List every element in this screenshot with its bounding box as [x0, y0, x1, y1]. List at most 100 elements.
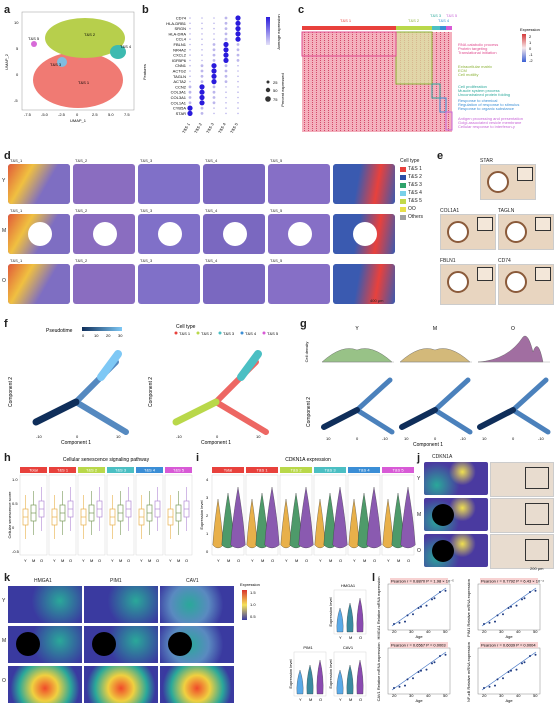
- inset-box: [525, 539, 549, 561]
- x-tick: 50: [443, 693, 448, 698]
- dot: [237, 70, 239, 72]
- svg-text:-10: -10: [176, 434, 183, 439]
- expr-signal: [424, 462, 488, 495]
- tissue-section: [73, 264, 135, 304]
- dot: [189, 17, 191, 19]
- svg-text:-10: -10: [36, 434, 43, 439]
- inset: [535, 267, 551, 281]
- dot: [189, 38, 191, 40]
- data-point: [507, 671, 510, 673]
- dot: [201, 59, 203, 62]
- dot: [201, 22, 203, 25]
- x-cat: M: [119, 558, 122, 563]
- go-term: Antigen processing and presentation: [458, 116, 523, 121]
- svg-text:T&S 3: T&S 3: [430, 13, 442, 18]
- regression-line: [481, 651, 537, 691]
- dot: [237, 107, 239, 109]
- cdkn1a-title: CDKN1A: [432, 454, 453, 460]
- dot: [223, 52, 229, 58]
- svg-text:T&S 1: T&S 1: [340, 18, 352, 23]
- go-term: Regulation of response to stimulus: [458, 102, 519, 107]
- svg-text:Component 1: Component 1: [201, 440, 231, 446]
- data-point: [417, 607, 420, 609]
- svg-text:-1: -1: [529, 52, 533, 57]
- follicle-hole: [353, 222, 377, 246]
- dot: [189, 27, 191, 30]
- spatial-section: [8, 626, 82, 663]
- panel-letter-l: l: [372, 572, 376, 584]
- ihc-image: [480, 164, 536, 200]
- row-label: M: [2, 638, 7, 644]
- gene-title: CAV1: [186, 578, 199, 584]
- svg-text:1: 1: [529, 40, 532, 45]
- legend-dot: [240, 331, 244, 335]
- group-header-label: T&S 4: [144, 468, 156, 473]
- data-point: [398, 685, 401, 688]
- follicle-hole: [288, 222, 312, 246]
- dot: [213, 38, 215, 40]
- x-tick: 40: [426, 693, 431, 698]
- violin: [323, 492, 337, 549]
- heatmap: T&S 1 T&S 2 T&S 3 T&S 4 T&S 5 Expression…: [301, 13, 540, 132]
- panel-letter-e: e: [437, 150, 444, 162]
- violin: [246, 498, 258, 549]
- dot: [236, 48, 240, 52]
- expr-signal: [160, 666, 234, 703]
- svg-text:Cell density: Cell density: [304, 342, 309, 363]
- dot: [201, 54, 203, 56]
- cluster-ts5-blob: [31, 41, 37, 47]
- x-cat: Y: [353, 558, 356, 563]
- celltype-legend: Cell type T&S 1 T&S 2 T&S 3 T&S 4 T&S 5 OO Oth…: [400, 158, 438, 220]
- legend-item: T&S 1: [400, 166, 438, 172]
- legend-item: T&S 4: [400, 190, 438, 196]
- dot: [188, 90, 192, 94]
- x-cat: O: [237, 558, 240, 563]
- panel-letter-j: j: [417, 452, 421, 464]
- group-header-label: T&S 2: [86, 468, 98, 473]
- k-expression-legend: Expression 1.5 1.0 0.5: [240, 582, 260, 620]
- pearson-stat: Pearson r = 0.6567 P = 0.0003: [391, 643, 446, 648]
- legend-label: Others: [408, 214, 424, 220]
- group-header: [107, 467, 134, 473]
- gene-label: HLA-DRA: [168, 31, 186, 36]
- expr-signal: [84, 666, 158, 703]
- x-tick: 30: [499, 629, 504, 634]
- legend-label: T&S 5: [267, 331, 279, 336]
- legend-dot: [218, 331, 222, 335]
- svg-text:Component 2: Component 2: [306, 397, 312, 427]
- gene-label: COL3A1: [171, 90, 187, 95]
- svg-text:30: 30: [118, 333, 123, 338]
- dot: [213, 107, 215, 109]
- group-header-label: Total: [224, 468, 233, 473]
- dot: [212, 43, 216, 46]
- dot: [212, 53, 216, 57]
- dot: [199, 94, 205, 101]
- x-tick: 30: [409, 629, 414, 634]
- data-point: [433, 661, 436, 664]
- data-point: [425, 604, 428, 607]
- stained-ring: [505, 221, 527, 243]
- go-term: Unconstrained protein folding: [458, 92, 510, 97]
- expr-signal: [8, 666, 82, 703]
- svg-text:5.0: 5.0: [108, 112, 114, 117]
- group-header-label: Total: [29, 468, 38, 473]
- dot: [213, 17, 215, 19]
- density-curve: [477, 335, 544, 363]
- dot: [201, 33, 203, 35]
- dot: [200, 74, 204, 78]
- legend-label: OO: [408, 206, 416, 212]
- tissue-section: [8, 164, 70, 204]
- scalebar-d: 400 μm: [370, 298, 384, 303]
- dot: [200, 112, 204, 115]
- x-tick: 20: [392, 693, 397, 698]
- data-point: [510, 669, 512, 672]
- data-point: [515, 604, 518, 607]
- legend-swatch: [400, 166, 406, 172]
- data-point: [393, 623, 395, 625]
- x-cat: O: [271, 558, 274, 563]
- dot: [212, 59, 216, 62]
- gene-label: COL1A1: [171, 100, 187, 105]
- group-header-label: T&S 4: [358, 468, 370, 473]
- violin-ylabel: Expression level: [288, 659, 293, 688]
- group-header: [348, 467, 380, 473]
